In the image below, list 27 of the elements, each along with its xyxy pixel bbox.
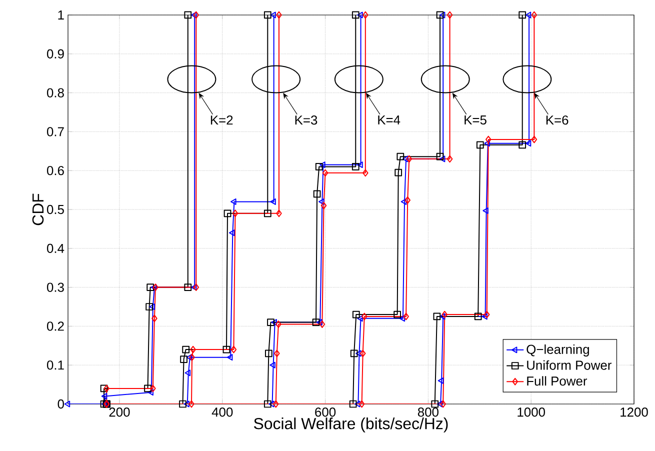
- x-tick-label: 200: [109, 408, 130, 417]
- x-tick-label: 1000: [518, 408, 545, 417]
- y-tick-label: 0.5: [46, 204, 64, 214]
- y-tick-label: 1: [58, 10, 64, 20]
- y-tick-label: 0.8: [46, 88, 64, 98]
- x-tick-label: 800: [418, 408, 438, 417]
- annotation: K=6: [546, 115, 568, 125]
- y-tick-label: 0.6: [46, 166, 64, 176]
- annotation: K=3: [295, 115, 318, 125]
- annotation: K=4: [378, 115, 400, 124]
- y-tick-label: 0.2: [46, 322, 64, 331]
- x-tick-label: 1200: [620, 408, 648, 417]
- y-tick-label: 0.9: [46, 49, 64, 58]
- y-tick-label: 0.1: [46, 360, 64, 370]
- legend-label: Q−learning: [526, 344, 589, 357]
- legend-label: Uniform Power: [527, 360, 612, 370]
- y-tick-label: 0: [58, 399, 64, 409]
- y-tick-label: 0.7: [46, 127, 64, 136]
- annotation: K=5: [464, 115, 486, 125]
- y-tick-label: 0.4: [46, 244, 64, 253]
- y-axis-title: CDF: [32, 194, 44, 226]
- annotation: K=2: [210, 115, 233, 125]
- x-tick-label: 400: [212, 408, 233, 417]
- x-axis-title: Social Welfare (bits/sec/Hz): [254, 418, 448, 432]
- legend-label: Full Power: [527, 376, 588, 386]
- x-tick-label: 600: [315, 408, 336, 417]
- y-tick-label: 0.3: [46, 282, 64, 292]
